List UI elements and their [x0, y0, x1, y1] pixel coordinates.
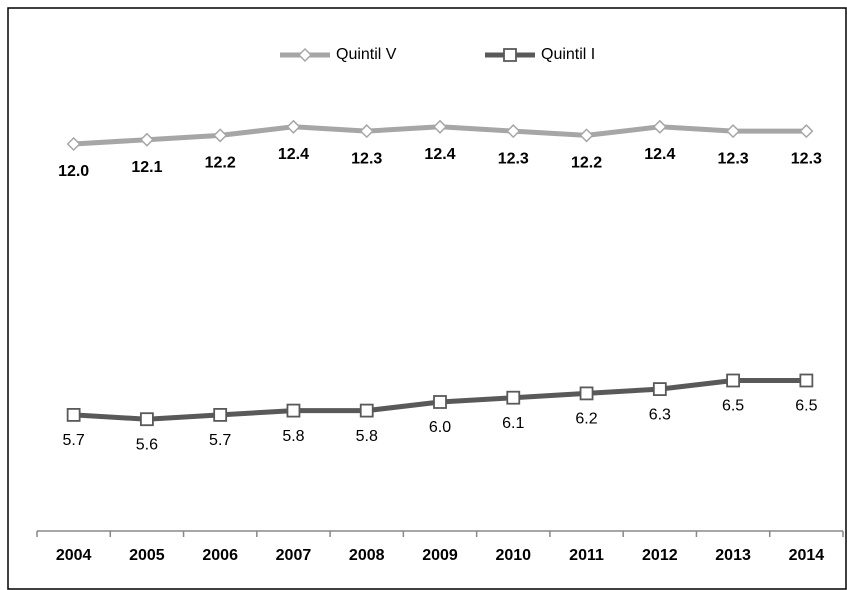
- marker: [506, 390, 521, 405]
- marker: [652, 119, 667, 134]
- legend-label: Quintil I: [541, 46, 595, 63]
- data-label: 12.4: [424, 146, 455, 163]
- data-label: 6.2: [575, 411, 597, 428]
- marker: [66, 136, 81, 152]
- marker: [579, 128, 594, 143]
- x-tick-label: 2014: [789, 547, 825, 564]
- marker: [286, 119, 301, 134]
- data-label: 5.6: [136, 436, 158, 453]
- data-label: 6.3: [649, 406, 671, 423]
- legend-label: Quintil V: [336, 46, 397, 63]
- x-tick-label: 2008: [349, 547, 385, 564]
- data-label: 6.5: [795, 398, 817, 415]
- marker: [286, 403, 301, 418]
- x-tick-label: 2011: [569, 547, 604, 564]
- data-label: 12.2: [571, 155, 602, 172]
- data-label: 12.4: [278, 146, 309, 163]
- data-label: 12.1: [131, 159, 162, 176]
- marker: [579, 386, 594, 401]
- data-label: 5.8: [356, 428, 378, 445]
- marker: [726, 124, 741, 139]
- frame: [7, 7, 847, 590]
- marker: [799, 373, 814, 388]
- x-tick-label: 2012: [642, 547, 678, 564]
- data-label: 12.3: [498, 150, 529, 167]
- marker: [506, 124, 521, 139]
- data-label: 6.1: [502, 415, 524, 432]
- marker: [432, 119, 448, 134]
- data-label: 5.8: [282, 428, 304, 445]
- data-label: 5.7: [209, 432, 231, 449]
- marker: [359, 124, 374, 139]
- marker: [140, 412, 154, 427]
- x-tick-label: 2009: [422, 547, 458, 564]
- data-label: 6.5: [722, 398, 744, 415]
- data-label: 12.3: [718, 150, 749, 167]
- data-label: 6.0: [429, 419, 451, 436]
- x-tick-label: 2006: [202, 547, 238, 564]
- x-tick-label: 2005: [129, 547, 165, 564]
- marker: [652, 382, 667, 397]
- data-label: 12.4: [644, 146, 675, 163]
- marker: [66, 407, 81, 422]
- marker: [213, 128, 228, 143]
- marker: [213, 407, 228, 422]
- x-tick-label: 2010: [495, 547, 531, 564]
- data-label: 12.2: [205, 155, 236, 172]
- marker: [433, 395, 447, 409]
- data-label: 12.0: [58, 163, 89, 180]
- legend-marker: [297, 47, 313, 63]
- marker: [139, 132, 154, 147]
- data-label: 5.7: [63, 432, 85, 449]
- marker: [359, 403, 374, 418]
- marker: [799, 124, 814, 139]
- data-label: 12.3: [791, 150, 822, 167]
- legend-marker: [503, 48, 517, 62]
- data-label: 12.3: [351, 150, 382, 167]
- marker: [726, 373, 740, 388]
- x-tick-label: 2004: [56, 547, 92, 564]
- x-tick-label: 2013: [715, 547, 751, 564]
- x-tick-label: 2007: [276, 547, 312, 564]
